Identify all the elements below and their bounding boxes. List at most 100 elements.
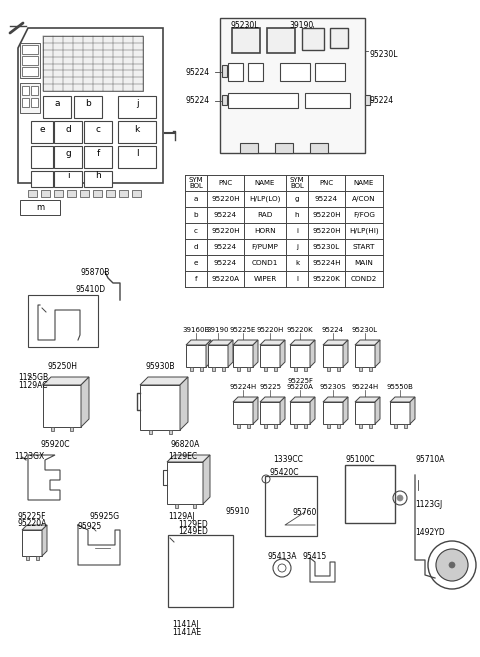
Polygon shape — [253, 340, 258, 367]
Bar — [323, 402, 343, 424]
Polygon shape — [206, 340, 211, 367]
Bar — [20, 43, 40, 78]
Text: COND1: COND1 — [252, 260, 278, 266]
Bar — [168, 535, 233, 607]
Bar — [106, 190, 115, 197]
Bar — [25, 556, 28, 560]
Text: 1141AE: 1141AE — [172, 628, 201, 637]
Polygon shape — [180, 377, 188, 430]
Polygon shape — [343, 340, 348, 367]
Text: 95224: 95224 — [214, 260, 237, 266]
Bar — [267, 28, 295, 53]
Bar — [168, 430, 171, 434]
Text: 95230L: 95230L — [352, 327, 378, 333]
Text: 95925: 95925 — [78, 522, 102, 531]
Bar — [118, 121, 156, 143]
Bar — [208, 345, 228, 367]
Text: 95100C: 95100C — [345, 455, 375, 464]
Bar — [336, 367, 339, 371]
Text: d: d — [194, 244, 198, 250]
Text: a: a — [194, 196, 198, 202]
Bar — [148, 430, 152, 434]
Polygon shape — [290, 397, 315, 402]
Bar — [302, 28, 324, 50]
Bar — [233, 345, 253, 367]
Bar — [232, 28, 260, 53]
Bar — [345, 465, 395, 523]
Text: c: c — [194, 228, 198, 234]
Text: 95415: 95415 — [303, 552, 327, 561]
Text: RAD: RAD — [257, 212, 273, 218]
Bar — [355, 345, 375, 367]
Text: 95220H: 95220H — [211, 196, 240, 202]
Bar — [323, 345, 343, 367]
Bar — [369, 367, 372, 371]
Bar — [200, 367, 203, 371]
Bar — [355, 402, 375, 424]
Bar — [212, 367, 215, 371]
Text: 95225: 95225 — [259, 384, 281, 390]
Polygon shape — [22, 525, 47, 530]
Bar — [84, 171, 112, 187]
Text: e: e — [194, 260, 198, 266]
Text: 95910: 95910 — [225, 507, 249, 516]
Polygon shape — [208, 340, 233, 345]
Bar — [233, 402, 253, 424]
Bar — [119, 190, 128, 197]
Text: PNC: PNC — [218, 180, 233, 186]
Bar — [70, 427, 73, 431]
Text: 95220H: 95220H — [256, 327, 284, 333]
Text: 95224H: 95224H — [229, 384, 257, 390]
Bar — [237, 367, 240, 371]
Text: g: g — [295, 196, 300, 202]
Polygon shape — [43, 377, 89, 385]
Bar — [220, 18, 365, 153]
Polygon shape — [375, 340, 380, 367]
Text: i: i — [67, 171, 69, 181]
Polygon shape — [310, 397, 315, 424]
Text: SYM
BOL: SYM BOL — [290, 177, 304, 189]
Bar — [336, 424, 339, 428]
Text: 95420C: 95420C — [270, 468, 300, 477]
Bar — [293, 367, 297, 371]
Text: a: a — [54, 99, 60, 108]
Text: COND2: COND2 — [351, 276, 377, 282]
Text: 95550B: 95550B — [386, 384, 413, 390]
Bar — [315, 63, 345, 81]
Bar — [80, 190, 89, 197]
Bar — [303, 424, 307, 428]
Polygon shape — [323, 397, 348, 402]
Text: l: l — [136, 150, 138, 158]
Bar — [404, 424, 407, 428]
Text: H/LP(HI): H/LP(HI) — [349, 228, 379, 235]
Text: 95224: 95224 — [315, 196, 338, 202]
Bar — [310, 143, 328, 153]
Polygon shape — [280, 340, 285, 367]
Text: MAIN: MAIN — [355, 260, 373, 266]
Polygon shape — [323, 340, 348, 345]
Bar — [359, 424, 361, 428]
Bar — [175, 504, 178, 508]
Text: 95230L: 95230L — [231, 21, 259, 30]
Bar — [359, 367, 361, 371]
Bar — [290, 345, 310, 367]
Bar — [237, 424, 240, 428]
Text: 1129AJ: 1129AJ — [168, 512, 194, 521]
Bar — [31, 86, 38, 95]
Text: 1492YD: 1492YD — [415, 528, 445, 537]
Bar — [28, 295, 98, 347]
Text: 95220H: 95220H — [211, 228, 240, 234]
Text: H/LP(LO): H/LP(LO) — [249, 196, 281, 202]
Bar — [54, 171, 82, 187]
Bar — [394, 424, 396, 428]
Polygon shape — [355, 340, 380, 345]
Text: 1339CC: 1339CC — [273, 455, 303, 464]
Polygon shape — [260, 397, 285, 402]
Text: 1123GJ: 1123GJ — [415, 500, 442, 509]
Bar — [31, 146, 53, 168]
Text: 95410D: 95410D — [75, 285, 105, 294]
Bar — [264, 424, 266, 428]
Circle shape — [449, 562, 455, 568]
Text: NAME: NAME — [255, 180, 275, 186]
Bar — [54, 190, 63, 197]
